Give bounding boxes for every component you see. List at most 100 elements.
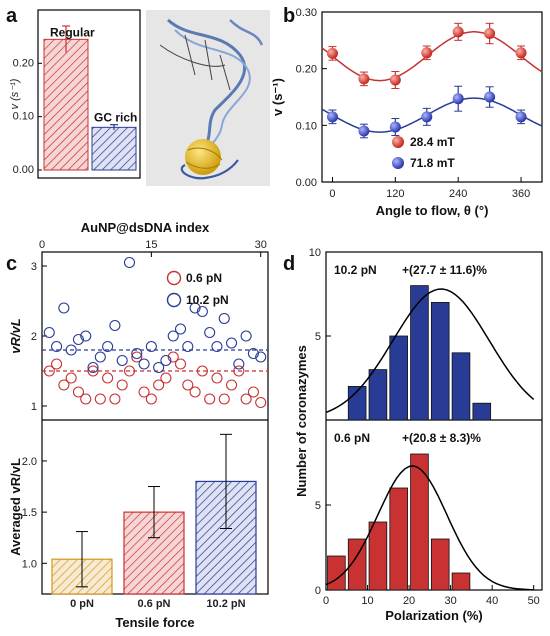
panel-c-point <box>247 386 259 398</box>
panel-c-category-label: 0.6 pN <box>137 598 170 610</box>
panel-c-point <box>116 379 128 391</box>
panel-d-chart: 5 10 10.2 pN +(27.7 ± 11.6)% 0 5 0.6 pN +(20.8 … <box>294 247 543 623</box>
panel-c-point <box>247 347 259 360</box>
panel-d-bottom-bar <box>430 538 450 591</box>
panel-b-ytick-label: 0.10 <box>296 120 317 132</box>
panel-d-top-bar <box>430 301 450 421</box>
panel-a-bar-label: Regular <box>50 25 95 39</box>
panel-b-xtick-label: 360 <box>512 188 530 200</box>
panel-a-chart: 0.00 0.10 0.20 v (s⁻¹) Regular GC rich <box>9 9 141 179</box>
panel-b-legend-marker <box>392 136 404 148</box>
panel-d-bottom-ytick-label: 5 <box>315 500 321 512</box>
panel-c-point <box>43 326 55 339</box>
panel-b-point <box>358 73 370 85</box>
panel-c-point <box>94 393 106 405</box>
panel-c-point <box>94 351 106 363</box>
panel-d-top-gaussian-fit <box>325 288 535 414</box>
panel-b-point <box>389 121 401 133</box>
panel-c-top-xlabel: AuNP@dsDNA index <box>81 220 210 235</box>
panel-c-point <box>160 354 172 367</box>
panel-c-point <box>123 365 136 377</box>
panel-d-top-ytick-label: 10 <box>309 247 321 259</box>
panel-c-point <box>167 330 179 342</box>
panel-d-ylabel: Number of coronazymes <box>294 345 309 497</box>
panel-b-legend-marker <box>392 157 404 169</box>
panel-c-point <box>80 393 92 405</box>
panel-c-bottom-xlabel: Tensile force <box>115 615 194 630</box>
panel-b-ylabel: v (s⁻¹) <box>270 78 285 116</box>
panel-c-point <box>255 351 267 363</box>
panel-b-point <box>326 47 338 59</box>
panel-c-category-label: 10.2 pN <box>206 598 245 610</box>
panel-b-point <box>326 111 338 123</box>
panel-b-point <box>452 93 464 105</box>
panel-d-top-ytick-label: 5 <box>315 331 321 343</box>
panel-c-point <box>225 337 238 349</box>
panel-c-point <box>72 333 85 346</box>
panel-c-point <box>255 396 267 409</box>
panel-d-top-bar <box>472 402 492 421</box>
panel-a-ytick-label: 0.20 <box>13 57 34 69</box>
panel-c-point <box>211 340 223 353</box>
panel-d-bottom-gaussian-fit <box>325 465 534 591</box>
panel-label-b: b <box>283 5 295 27</box>
panel-c-xtick-label: 0 <box>39 239 45 251</box>
panel-c-point <box>233 358 245 370</box>
panel-c-point <box>109 319 121 332</box>
panel-d-bottom-bar <box>389 487 408 591</box>
panel-c-bottom-ytick-label: 2.0 <box>22 456 37 468</box>
panel-a-bar <box>91 126 137 171</box>
panel-c-point <box>138 386 150 398</box>
panel-d-xlabel: Polarization (%) <box>385 608 483 623</box>
panel-b-legend-label: 28.4 mT <box>410 135 455 149</box>
panel-c-point <box>80 330 92 342</box>
panel-d-xtick-label: 0 <box>323 595 329 607</box>
panel-d-xtick-label: 40 <box>486 595 498 607</box>
panel-c-point <box>189 302 201 314</box>
panel-c-point <box>174 358 187 370</box>
panel-c-point <box>160 372 172 384</box>
panel-c-point <box>123 256 136 269</box>
panel-a-ytick-label: 0.10 <box>13 111 34 123</box>
panel-c-top-ylabel: vR/vL <box>8 318 23 353</box>
panel-c-point <box>153 379 165 391</box>
panel-d-top-bar <box>389 335 408 421</box>
panel-a-bar <box>43 38 89 171</box>
panel-c-point <box>109 393 121 405</box>
panel-b-point <box>358 125 370 137</box>
dna-nanoparticle-illustration <box>146 10 270 186</box>
panel-d-bottom-bar <box>451 572 471 591</box>
panel-c-point <box>72 386 85 398</box>
panel-c-bottom-ylabel: Averaged vR/vL <box>8 458 23 556</box>
panel-b-frame <box>321 11 543 183</box>
panel-c-point <box>102 372 114 384</box>
panel-d-bottom-label: 0.6 pN <box>334 431 370 445</box>
panel-b-point <box>515 111 527 123</box>
panel-a-bar-label: GC rich <box>94 110 137 124</box>
panel-c-point <box>218 312 230 325</box>
panel-b-point <box>515 47 527 59</box>
panel-c-xtick-label: 15 <box>145 239 157 251</box>
panel-c-point <box>65 372 77 384</box>
panel-c-point <box>167 351 179 363</box>
panel-c-point <box>43 365 55 377</box>
panel-label-c: c <box>6 253 17 275</box>
panel-c-point <box>204 393 216 405</box>
panel-b-point <box>484 91 496 103</box>
panel-c-point <box>58 302 70 314</box>
panel-d-top-bar <box>368 369 388 421</box>
panel-d-bottom-ytick-label: 0 <box>315 585 321 597</box>
panel-c-point <box>174 323 187 335</box>
panel-c-point <box>233 365 245 377</box>
panel-b-xtick-label: 240 <box>449 188 467 200</box>
panel-c-point <box>58 379 70 391</box>
panel-b-fit-line-0 <box>321 31 543 82</box>
panel-d-bottom-bar <box>410 453 429 591</box>
panel-c-point <box>211 372 223 384</box>
panel-c-point <box>51 340 63 353</box>
panel-b-legend-label: 71.8 mT <box>410 156 455 170</box>
panel-c-point <box>116 354 128 367</box>
panel-b-point <box>452 26 464 38</box>
panel-d-top-bar <box>451 352 471 421</box>
